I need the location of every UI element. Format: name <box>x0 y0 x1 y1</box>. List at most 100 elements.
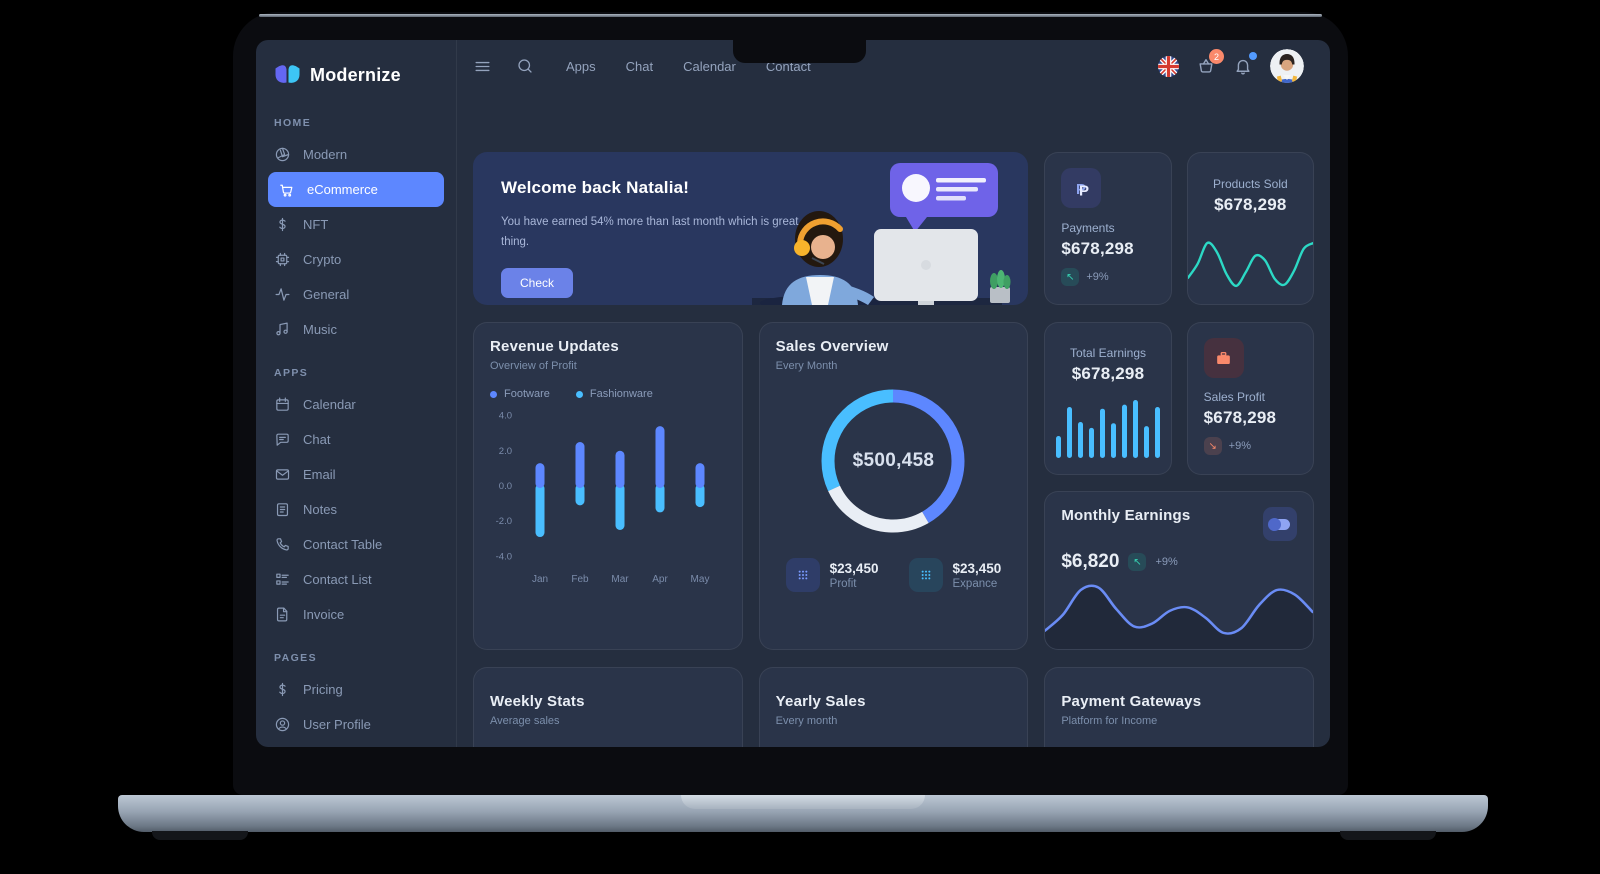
svg-text:Mar: Mar <box>611 574 629 585</box>
svg-text:May: May <box>691 574 710 585</box>
dashboard-content: Welcome back Natalia! You have earned 54… <box>457 92 1330 747</box>
fashionware-legend-label: Fashionware <box>589 388 653 400</box>
sidebar-item-contact-table[interactable]: Contact Table <box>256 527 456 562</box>
yearly-sales-title: Yearly Sales <box>775 693 866 710</box>
welcome-banner: Welcome back Natalia! You have earned 54… <box>473 152 1029 305</box>
avatar[interactable] <box>1270 49 1304 83</box>
screen: Modernize HOME Modern eCommerce NFT Crypto Ge… <box>256 40 1330 747</box>
payments-delta: +9% <box>1086 271 1109 283</box>
topnav-link-apps[interactable]: Apps <box>566 58 596 74</box>
chat-icon <box>274 431 291 448</box>
expance-label: Expance <box>952 577 998 590</box>
svg-text:Apr: Apr <box>652 574 668 585</box>
sidebar-item-ecommerce[interactable]: eCommerce <box>268 172 444 207</box>
dollar-icon <box>274 681 291 698</box>
total-earnings-label: Total Earnings <box>1069 346 1147 360</box>
activity-icon <box>274 286 291 303</box>
sales-donut-chart: $500,458 <box>814 382 972 540</box>
sales-overview-card: Sales Overview Every Month $500,458 <box>758 322 1029 650</box>
sidebar-item-contact-list[interactable]: Contact List <box>256 562 456 597</box>
svg-text:-2.0: -2.0 <box>496 516 512 527</box>
expance-value: $23,450 <box>952 560 1002 576</box>
sidebar-item-calendar[interactable]: Calendar <box>256 387 456 422</box>
weekly-stats-subtitle: Average sales <box>490 715 560 727</box>
revenue-legend: Footware Fashionware <box>490 388 726 400</box>
payments-card: P P Payments $678,298 ↖ +9% <box>1044 152 1172 305</box>
sales-profit-card: Sales Profit $678,298 ↘ +9% <box>1186 322 1314 475</box>
sales-overview-title: Sales Overview <box>775 338 889 355</box>
sidebar-item-pricing[interactable]: Pricing <box>256 672 456 707</box>
products-sold-label: Products Sold <box>1212 177 1288 191</box>
monthly-earnings-title: Monthly Earnings <box>1061 507 1191 524</box>
sidebar-item-crypto[interactable]: Crypto <box>256 242 456 277</box>
sidebar-item-chat[interactable]: Chat <box>256 422 456 457</box>
fashionware-legend-dot <box>575 390 583 398</box>
payments-label: Payments <box>1061 221 1115 235</box>
grid-dots-icon <box>908 558 943 592</box>
notifications-bell-icon[interactable] <box>1233 52 1257 76</box>
brand-logo[interactable]: Modernize <box>256 56 456 97</box>
camera-notch <box>733 40 866 63</box>
sales-overview-stats: $23,450 Profit $23,450 Expance <box>776 558 1012 592</box>
list-icon <box>274 571 291 588</box>
yearly-sales-card: Yearly Sales Every month <box>758 667 1029 747</box>
menu-icon[interactable] <box>473 57 492 76</box>
sidebar: Modernize HOME Modern eCommerce NFT Crypto Ge… <box>256 40 457 747</box>
brand-name: Modernize <box>310 65 401 85</box>
payment-gateways-title: Payment Gateways <box>1061 693 1202 710</box>
user-icon <box>274 716 291 733</box>
footware-legend-label: Footware <box>504 388 550 400</box>
revenue-bar-chart: 4.0 2.0 0.0 -2.0 -4.0 Jan Feb Mar Apr May <box>490 402 726 590</box>
laptop-base <box>118 795 1488 832</box>
notes-icon <box>274 501 291 518</box>
trend-up-icon: ↖ <box>1128 553 1147 571</box>
right-column-middle: Total Earnings $678,298 Sales Profit $67… <box>1044 322 1314 650</box>
sidebar-item-modern[interactable]: Modern <box>256 137 456 172</box>
laptop-foot <box>1340 831 1436 840</box>
payments-value: $678,298 <box>1061 239 1134 258</box>
total-earnings-value: $678,298 <box>1071 364 1145 383</box>
sidebar-item-music[interactable]: Music <box>256 312 456 347</box>
topnav-link-chat[interactable]: Chat <box>625 58 654 74</box>
sidebar-item-notes[interactable]: Notes <box>256 492 456 527</box>
toggle-icon[interactable] <box>1262 507 1297 541</box>
profit-value: $23,450 <box>829 560 879 576</box>
sidebar-item-nft[interactable]: NFT <box>256 207 456 242</box>
sidebar-item-invoice[interactable]: Invoice <box>256 597 456 632</box>
cart-icon <box>278 181 295 198</box>
sales-profit-delta: +9% <box>1228 440 1251 452</box>
cart-icon[interactable]: 2 <box>1196 49 1224 76</box>
monthly-earnings-card: Monthly Earnings $6,820 ↖ +9% <box>1044 491 1314 650</box>
svg-text:0.0: 0.0 <box>499 481 512 492</box>
sidebar-item-email[interactable]: Email <box>256 457 456 492</box>
sidebar-item-general[interactable]: General <box>256 277 456 312</box>
svg-text:-4.0: -4.0 <box>496 551 512 562</box>
sales-overview-subtitle: Every Month <box>775 360 838 372</box>
trend-down-icon: ↘ <box>1203 437 1222 455</box>
sidebar-item-user-profile[interactable]: User Profile <box>256 707 456 742</box>
svg-text:Jan: Jan <box>532 574 548 585</box>
search-icon[interactable] <box>516 57 534 75</box>
svg-text:P: P <box>1079 183 1089 199</box>
sales-profit-value: $678,298 <box>1203 408 1277 427</box>
sales-profit-label: Sales Profit <box>1203 390 1266 404</box>
weekly-stats-card: Weekly Stats Average sales <box>473 667 743 747</box>
main-area: Apps Chat Calendar Contact <box>457 40 1330 747</box>
svg-text:Feb: Feb <box>571 574 589 585</box>
profit-label: Profit <box>829 577 857 590</box>
revenue-updates-card: Revenue Updates Overview of Profit Footw… <box>473 322 743 650</box>
products-sold-card: Products Sold $678,298 <box>1186 152 1314 305</box>
trend-up-icon: ↖ <box>1061 268 1080 286</box>
briefcase-icon <box>1203 338 1244 378</box>
language-flag-icon[interactable] <box>1158 55 1179 77</box>
products-sold-sparkline <box>1187 232 1313 298</box>
weekly-stats-title: Weekly Stats <box>490 693 585 710</box>
mail-icon <box>274 466 291 483</box>
monthly-earnings-area-chart <box>1045 575 1313 649</box>
calendar-icon <box>274 396 291 413</box>
notification-dot <box>1249 52 1257 60</box>
topnav-link-calendar[interactable]: Calendar <box>683 58 736 74</box>
check-button[interactable]: Check <box>501 268 574 299</box>
welcome-text: You have earned 54% more than last month… <box>501 216 799 249</box>
